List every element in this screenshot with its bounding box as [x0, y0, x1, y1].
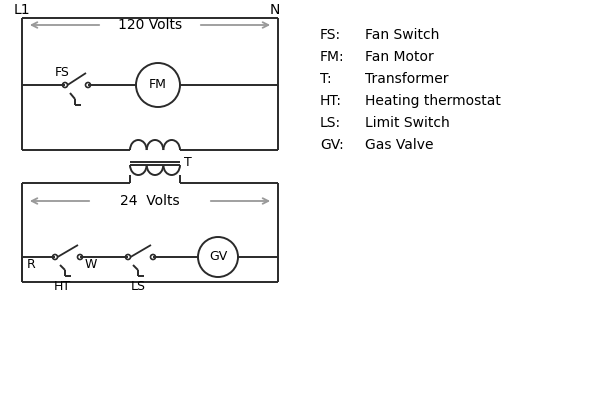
Text: LS:: LS:	[320, 116, 341, 130]
Text: HT:: HT:	[320, 94, 342, 108]
Text: GV:: GV:	[320, 138, 344, 152]
Text: R: R	[27, 258, 36, 272]
Text: GV: GV	[209, 250, 227, 264]
Text: FM: FM	[149, 78, 167, 92]
Text: FS:: FS:	[320, 28, 341, 42]
Text: Gas Valve: Gas Valve	[365, 138, 434, 152]
Text: Fan Motor: Fan Motor	[365, 50, 434, 64]
Text: W: W	[85, 258, 97, 272]
Text: FM:: FM:	[320, 50, 345, 64]
Text: Fan Switch: Fan Switch	[365, 28, 440, 42]
Text: 24  Volts: 24 Volts	[120, 194, 180, 208]
Text: FS: FS	[55, 66, 70, 80]
Text: HT: HT	[54, 280, 71, 294]
Text: T:: T:	[320, 72, 332, 86]
Text: LS: LS	[130, 280, 146, 294]
Text: Limit Switch: Limit Switch	[365, 116, 450, 130]
Text: L1: L1	[14, 3, 31, 17]
Text: Heating thermostat: Heating thermostat	[365, 94, 501, 108]
Text: T: T	[184, 156, 192, 170]
Text: N: N	[270, 3, 280, 17]
Text: Transformer: Transformer	[365, 72, 448, 86]
Text: 120 Volts: 120 Volts	[118, 18, 182, 32]
